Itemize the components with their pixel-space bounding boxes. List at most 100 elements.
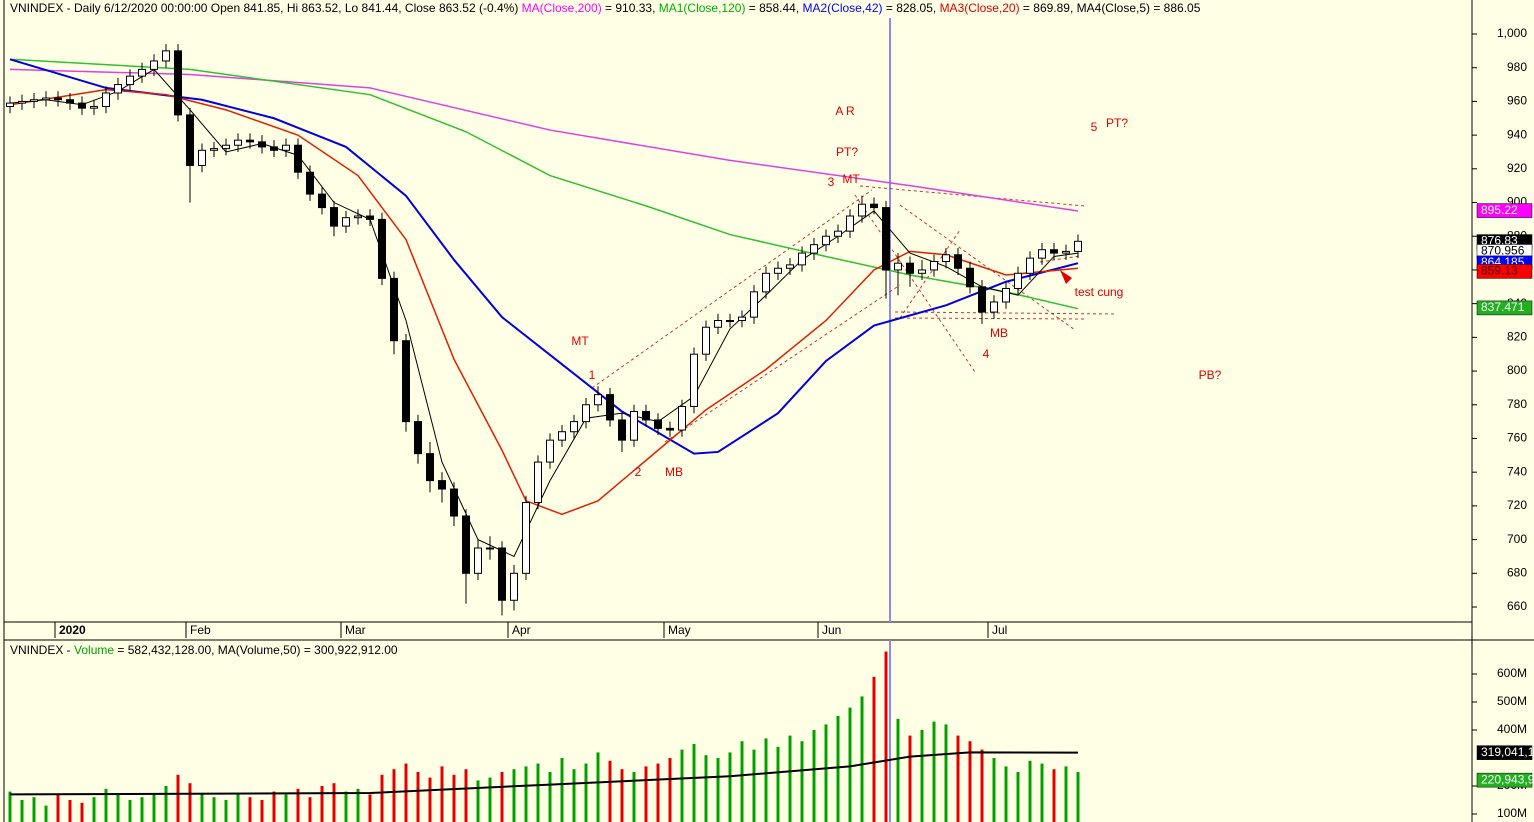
volume-bar: [236, 794, 240, 822]
candle-body: [1014, 272, 1022, 289]
candle-body: [654, 419, 662, 429]
annotation: A R: [835, 104, 855, 118]
volume-bar: [692, 744, 696, 822]
volume-bar: [128, 800, 132, 822]
y-tick-label: 740: [1507, 464, 1527, 478]
annotation: MT: [842, 172, 860, 186]
candle-body: [606, 394, 614, 421]
volume-bar: [632, 772, 636, 822]
volume-bar: [80, 802, 84, 822]
candle-body: [66, 99, 74, 104]
candle-body: [198, 149, 206, 166]
v-tick-label: 600M: [1497, 666, 1527, 680]
trendlines: [591, 185, 1116, 443]
volume-bar: [860, 696, 864, 822]
volume-bar: [1076, 772, 1080, 822]
y-tick-label: 800: [1507, 363, 1527, 377]
volume-bar: [476, 780, 480, 822]
candle-body: [630, 411, 638, 441]
volume-bar: [272, 791, 276, 822]
volume-bar: [380, 774, 384, 822]
y-tick-label: 980: [1507, 60, 1527, 74]
candle-body: [834, 230, 842, 237]
candle-body: [534, 461, 542, 504]
annotation: test cung: [1075, 285, 1124, 299]
volume-bar: [188, 783, 192, 822]
volume-bar: [932, 721, 936, 822]
volume-bar: [896, 718, 900, 822]
candle-body: [1050, 249, 1058, 254]
candle-body: [726, 320, 734, 322]
volume-bar: [392, 769, 396, 822]
candle-body: [54, 97, 62, 101]
x-tick-label: 2020: [59, 623, 86, 637]
volume-bar: [56, 794, 60, 822]
candle-body: [882, 207, 890, 271]
value-box-label: 319,041,1: [1481, 745, 1534, 759]
v-tick-label: 100M: [1497, 806, 1527, 820]
candle-body: [594, 394, 602, 406]
candle-body: [858, 203, 866, 217]
header-part: MA2(Close,42): [802, 1, 882, 15]
candle-body: [6, 102, 14, 107]
candle-body: [474, 547, 482, 574]
annotation: MB: [665, 465, 683, 479]
volume-bar: [332, 783, 336, 822]
candle-body: [678, 405, 686, 431]
candle-body: [414, 421, 422, 455]
volume-bar: [104, 788, 108, 822]
candle-body: [1074, 240, 1082, 252]
candle-body: [642, 411, 650, 421]
candle-body: [282, 144, 290, 151]
candle-body: [378, 218, 386, 279]
v-tick-label: 500M: [1497, 694, 1527, 708]
volume-bar: [224, 800, 228, 822]
candle-body: [138, 68, 146, 77]
annotation: 3: [828, 175, 835, 189]
candle-body: [522, 502, 530, 574]
candle-body: [1062, 250, 1070, 254]
volume-bar: [560, 758, 564, 822]
volume-bar: [92, 797, 96, 822]
volume-bar: [1052, 769, 1056, 822]
candle-body: [174, 50, 182, 116]
value-box: [1476, 203, 1533, 218]
candle-body: [294, 144, 302, 173]
y-tick-label: 960: [1507, 94, 1527, 108]
volume-bar: [308, 797, 312, 822]
volume-bar: [968, 741, 972, 822]
volume-bar: [656, 763, 660, 822]
moving-average: [9, 58, 1079, 455]
candle-body: [78, 102, 86, 109]
annotation: 4: [983, 347, 990, 361]
volume-bar: [116, 794, 120, 822]
y-tick-label: 940: [1507, 127, 1527, 141]
volume-bar: [920, 730, 924, 822]
volume-bar: [296, 788, 300, 822]
x-tick-label: Apr: [512, 623, 531, 637]
candle-body: [1002, 287, 1010, 303]
candle-body: [450, 488, 458, 517]
value-box-label: 837.471: [1481, 300, 1525, 314]
candle-body: [162, 50, 170, 62]
y-tick-label: 680: [1507, 565, 1527, 579]
volume-bar: [776, 746, 780, 822]
volume-bar: [8, 791, 12, 822]
volume-bar: [356, 788, 360, 822]
volume-bar: [788, 735, 792, 822]
volume-bar: [1016, 772, 1020, 822]
candle-body: [498, 547, 506, 601]
volume-bar: [764, 738, 768, 822]
candle-body: [342, 217, 350, 227]
volume-bar: [152, 794, 156, 822]
candle-body: [234, 139, 242, 146]
volume-bar: [740, 741, 744, 822]
plot: VNINDEX - Daily 6/12/2020 00:00:00 Open …: [6, 1, 1534, 822]
volume-bar: [416, 772, 420, 822]
volume-bar: [20, 800, 24, 822]
annotation: PT?: [836, 145, 858, 159]
volume-bar: [668, 758, 672, 822]
header-part: MA(Close,200): [522, 1, 602, 15]
volume-bar: [488, 777, 492, 822]
